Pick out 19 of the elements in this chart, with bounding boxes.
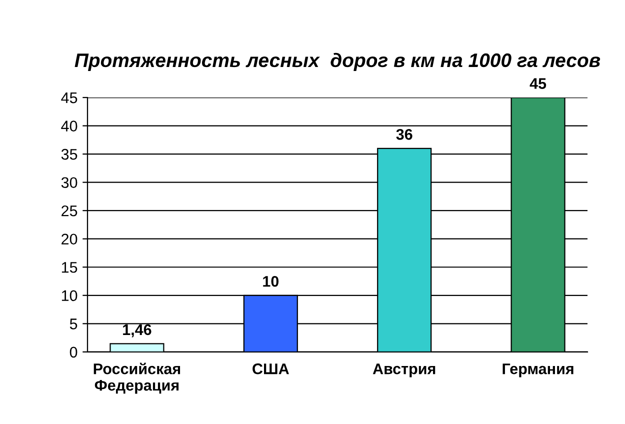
data-label: 45	[530, 78, 546, 89]
y-tick-label: 40	[61, 120, 78, 132]
data-label: 36	[396, 129, 412, 140]
x-tick-label: Германия	[502, 364, 574, 378]
y-tick-label: 45	[61, 92, 78, 104]
y-tick-label: 5	[70, 318, 78, 330]
y-tick-label: 15	[62, 262, 78, 273]
data-label: 1,46	[123, 324, 152, 338]
y-tick-label: 10	[62, 290, 78, 302]
y-tick-label: 25	[62, 205, 78, 216]
x-tick-label: США	[252, 363, 289, 374]
chart-title: Протяженность лесных дорог в км на 1000 га лесов	[74, 52, 600, 71]
y-tick-label: 35	[61, 148, 78, 160]
x-tick-label: Российская Федерация	[94, 362, 180, 394]
x-tick-label: Австрия	[372, 364, 436, 378]
data-label: 10	[263, 276, 279, 287]
y-tick-label: 0	[70, 346, 78, 358]
y-tick-label: 20	[62, 234, 78, 245]
y-tick-label: 30	[61, 177, 78, 188]
